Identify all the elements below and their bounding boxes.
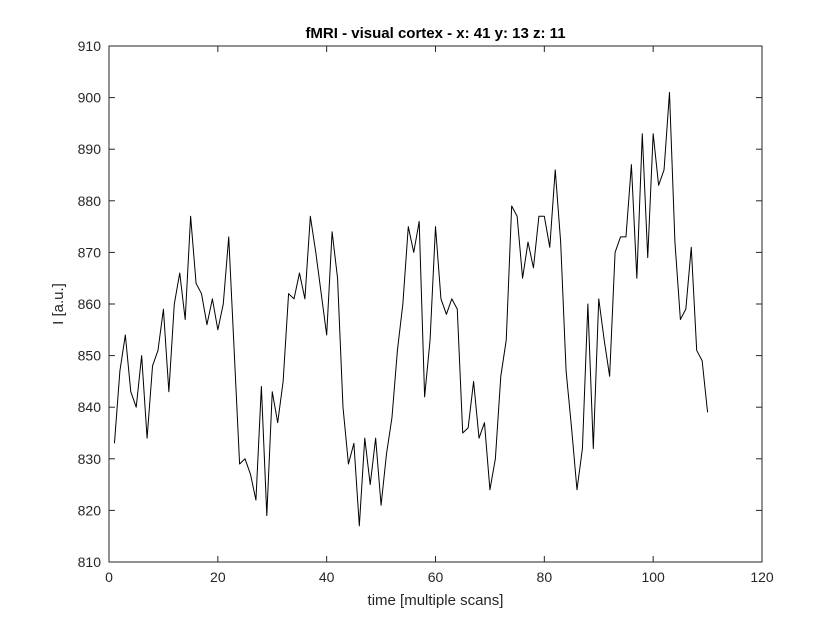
axes-box [108,45,763,563]
y-axis-ticks: 810 820 830 840 850 860 870 880 890 900 910 [78,38,762,570]
y-tick-label: 840 [78,399,102,415]
x-tick-label: 120 [750,569,774,585]
y-axis-label: I [a.u.] [50,283,67,325]
y-tick-label: 820 [78,502,102,518]
data-line [113,91,709,527]
y-tick-label: 860 [78,296,102,312]
y-tick-label: 850 [78,348,102,364]
x-tick-label: 100 [641,569,665,585]
y-tick-label: 890 [78,141,102,157]
x-tick-label: 80 [537,569,553,585]
x-axis-ticks: 0 20 40 60 80 100 120 [105,46,774,585]
y-tick-label: 870 [78,244,102,260]
y-tick-label: 910 [78,38,102,54]
y-tick-label: 830 [78,451,102,467]
x-tick-label: 60 [428,569,444,585]
y-tick-label: 880 [78,193,102,209]
y-tick-label: 900 [78,90,102,106]
x-axis-label: time [multiple scans] [368,592,504,609]
plot-area [108,45,763,563]
x-tick-label: 20 [210,569,226,585]
y-tick-label: 810 [78,554,102,570]
x-tick-label: 40 [319,569,335,585]
x-tick-label: 0 [105,569,113,585]
chart-title: fMRI - visual cortex - x: 41 y: 13 z: 11 [305,25,565,42]
